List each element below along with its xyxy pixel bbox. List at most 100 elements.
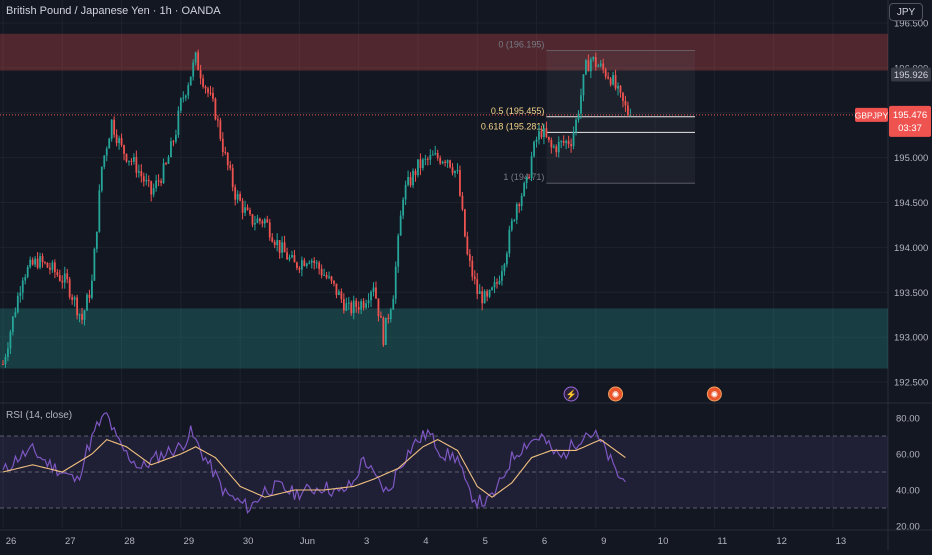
candle <box>51 260 54 273</box>
candle <box>338 289 340 296</box>
candle <box>530 151 533 182</box>
economic-event[interactable]: ✺ <box>608 386 624 402</box>
rsi-title[interactable]: RSI (14, close) <box>6 410 73 421</box>
candle <box>419 153 422 176</box>
candle-body <box>172 141 175 143</box>
candle <box>562 135 565 146</box>
candle <box>165 161 167 166</box>
candle-body <box>599 63 602 66</box>
candle-body <box>407 176 409 185</box>
candle-body <box>602 63 605 70</box>
candle-body <box>86 294 88 311</box>
candle <box>273 239 276 249</box>
economic-event[interactable]: ✺ <box>706 386 722 402</box>
candle-body <box>236 194 239 200</box>
candle-body <box>518 204 521 207</box>
candle <box>345 297 348 312</box>
candle <box>604 67 607 80</box>
candle <box>118 135 120 150</box>
candle <box>323 268 325 277</box>
candle <box>597 63 600 68</box>
candle <box>540 125 543 140</box>
candle-body <box>123 145 125 154</box>
candle <box>234 184 237 206</box>
candle-body <box>459 170 461 196</box>
candle <box>29 256 32 269</box>
event-markers[interactable]: ⚡ ✺ ✺ <box>563 386 722 402</box>
candle <box>444 159 447 167</box>
candle <box>212 87 214 102</box>
candle <box>2 360 4 366</box>
candle-body <box>179 98 182 111</box>
candle <box>454 170 456 178</box>
candle <box>545 121 548 139</box>
candle <box>123 144 125 161</box>
candle-body <box>39 256 41 268</box>
candle <box>172 139 175 147</box>
candle <box>335 283 338 299</box>
flash-event[interactable]: ⚡ <box>563 386 579 402</box>
candle-body <box>362 301 365 308</box>
candle-body <box>543 128 545 138</box>
candle <box>204 85 207 94</box>
candle <box>328 271 330 280</box>
candle <box>392 295 395 310</box>
candle <box>19 286 22 303</box>
candle <box>197 49 200 71</box>
candle-body <box>249 210 251 215</box>
candle <box>422 157 424 171</box>
price-tick-label: 194.500 <box>894 198 928 209</box>
fibonacci-retracement[interactable]: 0 (196.195) 0.5 (195.455) 0.618 (195.281) 1… <box>481 39 695 184</box>
candle <box>7 342 9 362</box>
candle <box>350 300 353 316</box>
candle <box>382 316 385 348</box>
candle-body <box>488 289 491 297</box>
candle <box>580 88 582 119</box>
price-axis[interactable]: 192.500 193.000 193.500 194.000 194.500 195.0… <box>855 19 931 533</box>
candle <box>333 280 335 287</box>
candle-body <box>483 291 486 304</box>
candle <box>288 254 291 262</box>
candle-body <box>451 167 454 174</box>
symbol-title[interactable]: British Pound / Japanese Yen · 1h · OAND… <box>6 5 221 17</box>
candle-body <box>214 98 217 120</box>
time-axis[interactable]: 26 27 28 29 30 Jun 3 4 5 6 9 10 11 12 13 <box>6 536 846 547</box>
currency-badge[interactable]: JPY <box>889 3 923 21</box>
candle-body <box>530 156 533 179</box>
candle <box>207 86 209 98</box>
candle-body <box>380 316 382 318</box>
candle-body <box>454 170 456 174</box>
candle <box>513 218 516 222</box>
candle <box>557 136 560 158</box>
time-tick-label: 12 <box>776 536 787 547</box>
candle-body <box>41 256 44 263</box>
candle-body <box>493 282 496 288</box>
time-tick-label: 26 <box>6 536 17 547</box>
candle-body <box>81 314 83 320</box>
candle-body <box>93 248 96 281</box>
candle-body <box>160 180 162 183</box>
candle <box>389 307 392 323</box>
candle-body <box>557 141 560 153</box>
candle <box>478 284 481 294</box>
candle <box>244 200 246 217</box>
candle <box>162 158 165 184</box>
candle-body <box>510 220 513 230</box>
time-tick-label: 11 <box>717 536 727 547</box>
high-price-box <box>891 67 931 82</box>
candle-body <box>197 52 200 71</box>
candle <box>357 301 360 314</box>
candle-body <box>503 264 506 272</box>
candle <box>594 52 597 71</box>
candle <box>325 271 328 280</box>
candle <box>426 156 429 166</box>
candle-body <box>46 262 49 268</box>
candle-body <box>24 277 27 281</box>
candle-body <box>486 291 489 297</box>
candle <box>488 289 491 299</box>
candle-body <box>342 299 345 311</box>
candle <box>340 288 343 303</box>
candle <box>367 293 370 308</box>
candle <box>276 233 279 252</box>
